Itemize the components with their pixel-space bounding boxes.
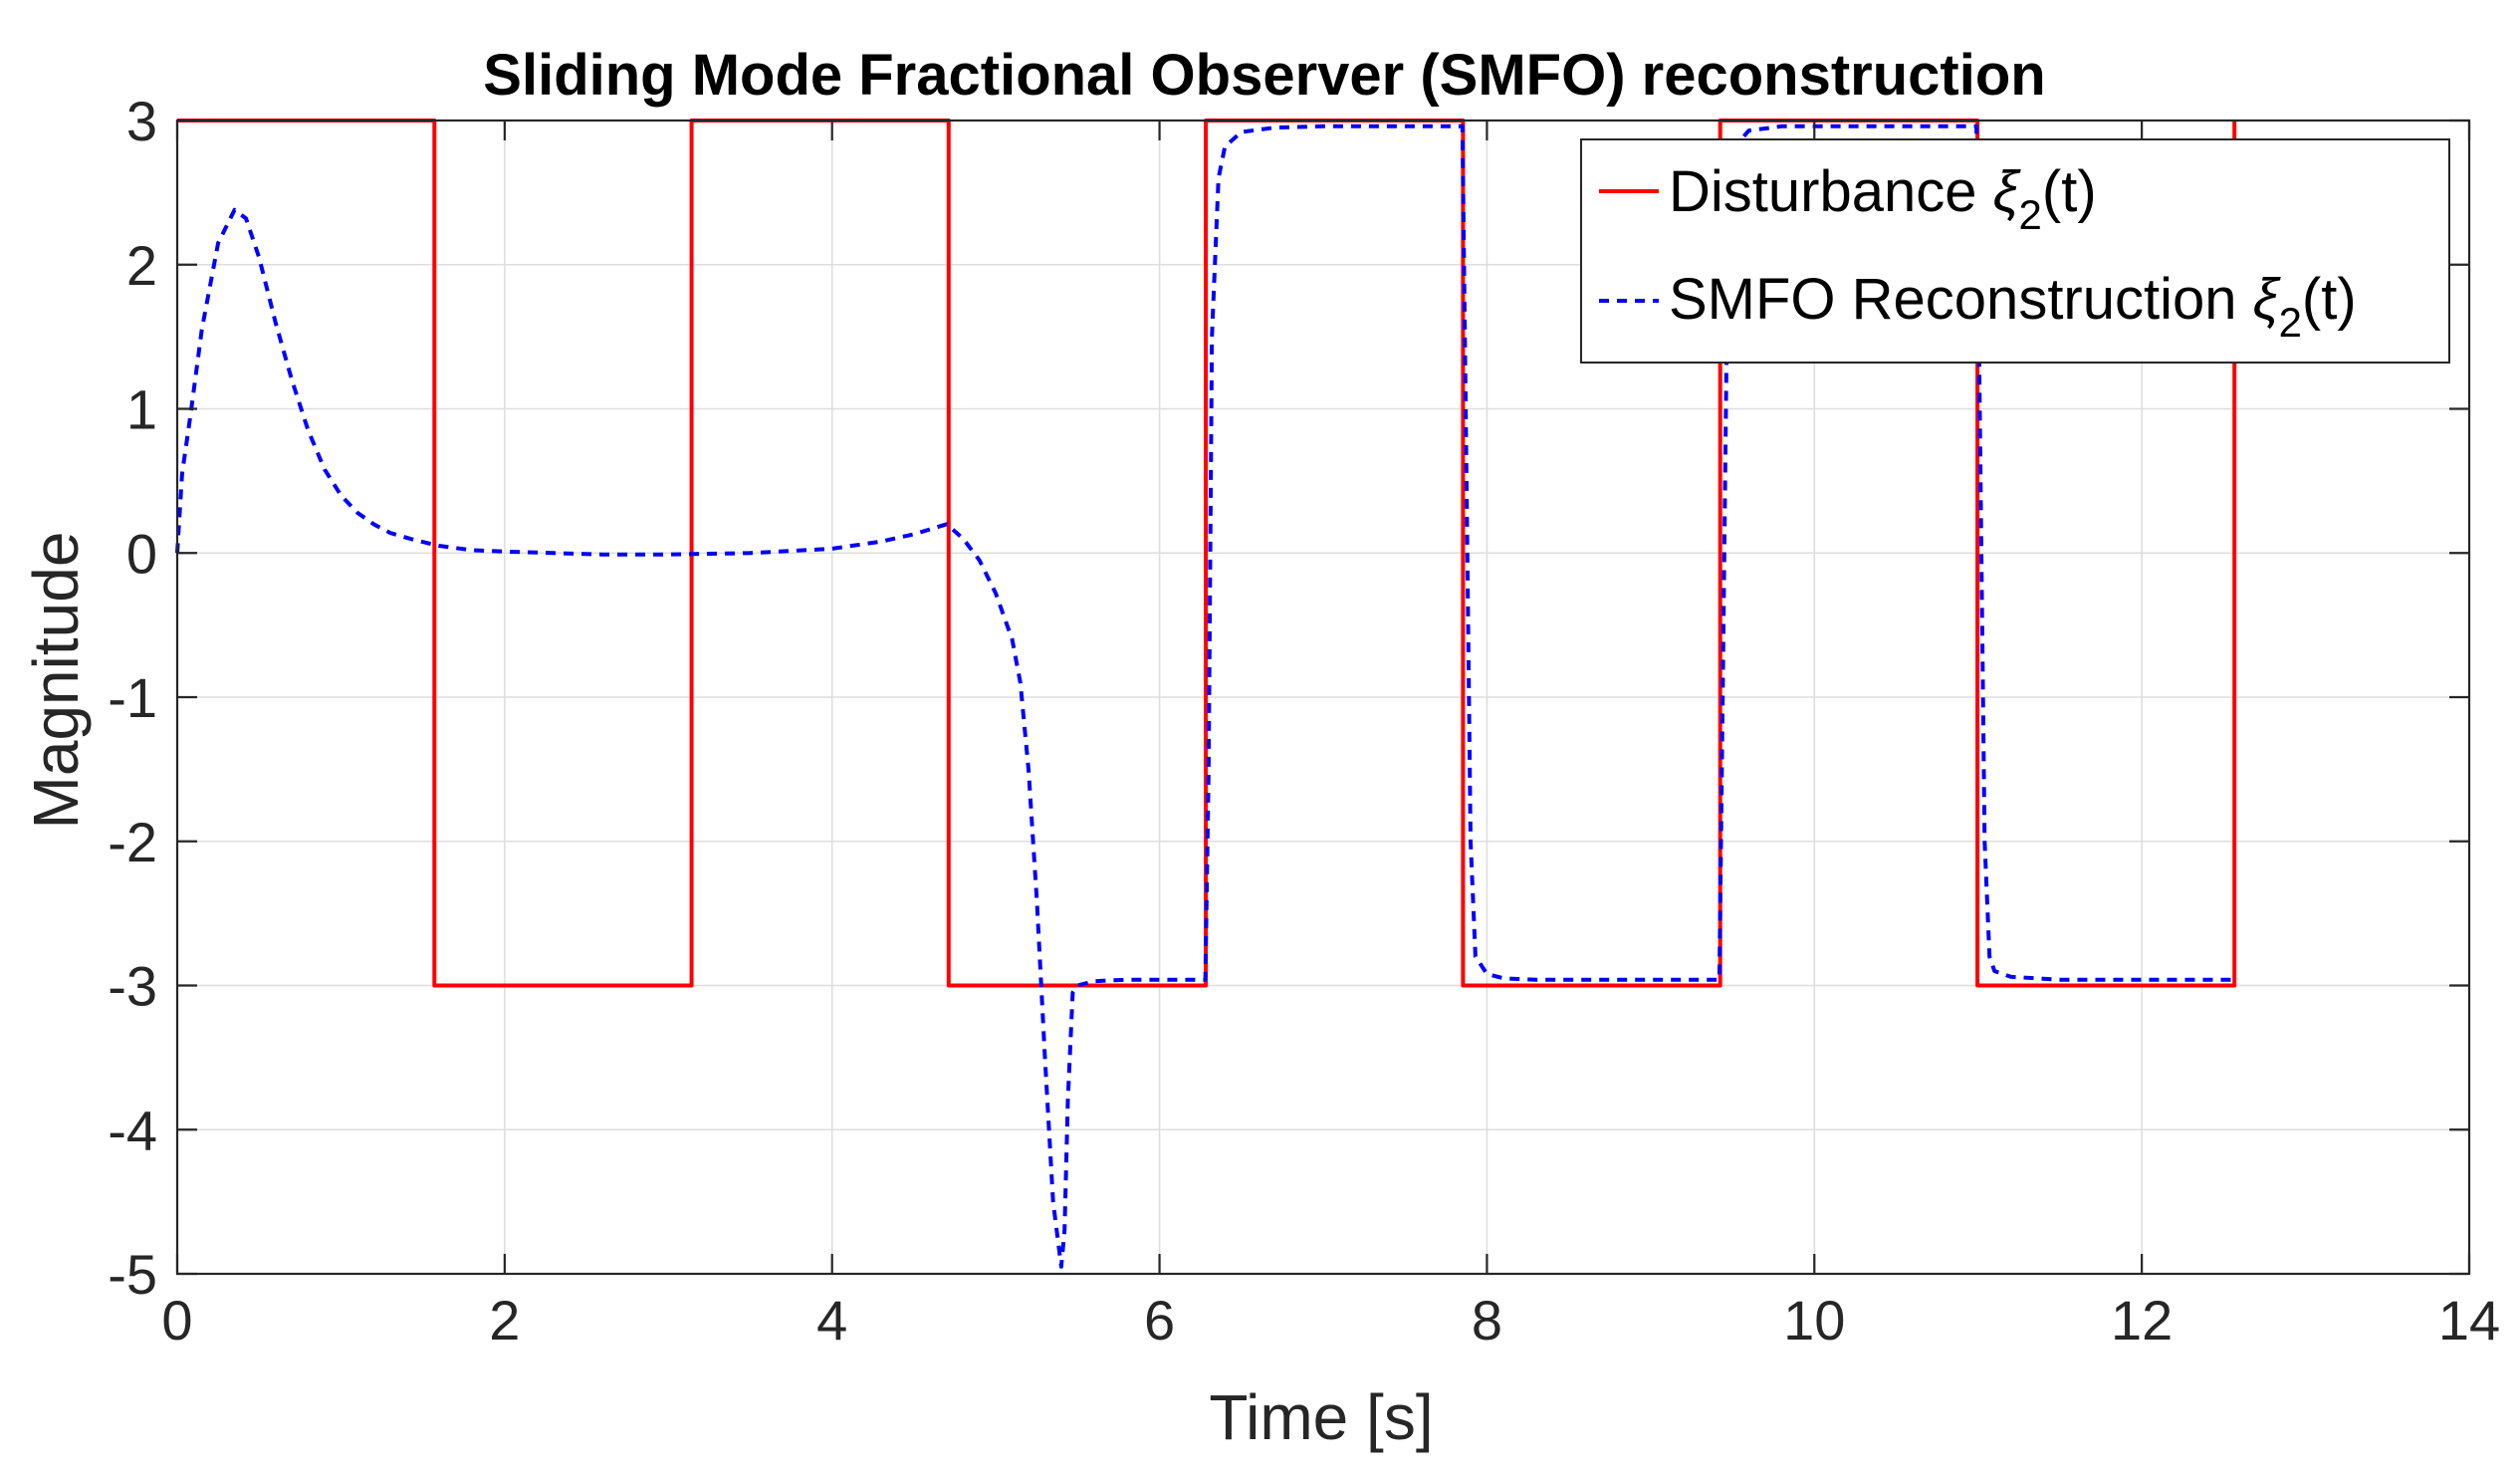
- x-tick-label: 10: [1783, 1289, 1845, 1352]
- x-tick-labels: 0 2 4 6 8 10 12 14: [161, 1289, 2500, 1352]
- y-tick-label: -3: [108, 955, 157, 1018]
- y-tick-labels: -5 -4 -3 -2 -1 0 1 2 3: [108, 90, 157, 1306]
- x-tick-label: 4: [816, 1289, 847, 1352]
- y-tick-label: -2: [108, 811, 157, 873]
- x-tick-label: 6: [1144, 1289, 1175, 1352]
- legend-label-disturbance-main: Disturbance: [1669, 159, 1993, 224]
- axis-ticks: [175, 119, 2471, 1276]
- y-tick-label: 3: [126, 90, 157, 152]
- y-axis-label: Magnitude: [20, 532, 92, 830]
- legend-label-disturbance-symbol: ξ: [1993, 159, 2022, 224]
- legend-label-smfo-subscript: 2: [2279, 299, 2302, 346]
- y-tick-label: 1: [126, 378, 157, 441]
- legend-label-smfo: SMFO Reconstruction ξ2(t): [1669, 267, 2357, 346]
- legend-box: [1580, 138, 2450, 364]
- x-axis-label: Time [s]: [1209, 1381, 1433, 1453]
- y-tick-label: 2: [126, 234, 157, 297]
- legend-label-smfo-tail: (t): [2302, 267, 2357, 332]
- x-tick-label: 2: [489, 1289, 520, 1352]
- legend-label-disturbance-tail: (t): [2042, 159, 2097, 224]
- legend-label-disturbance-subscript: 2: [2019, 191, 2042, 238]
- y-tick-label: -5: [108, 1243, 157, 1306]
- y-tick-label: 0: [126, 522, 157, 585]
- x-tick-label: 12: [2111, 1289, 2173, 1352]
- legend-label-disturbance: Disturbance ξ2(t): [1669, 159, 2097, 238]
- legend-label-smfo-symbol: ξ: [2253, 267, 2282, 332]
- x-tick-label: 0: [161, 1289, 192, 1352]
- x-tick-label: 8: [1472, 1289, 1502, 1352]
- chart-title: Sliding Mode Fractional Observer (SMFO) …: [483, 43, 2045, 108]
- legend-label-smfo-main: SMFO Reconstruction: [1669, 267, 2253, 332]
- series-line-smfo-reconstruction: [175, 123, 2232, 1269]
- y-tick-label: -4: [108, 1099, 157, 1161]
- y-tick-label: -1: [108, 666, 157, 729]
- x-tick-label: 14: [2438, 1289, 2500, 1352]
- legend: Disturbance ξ2(t) SMFO Reconstruction ξ2…: [1580, 138, 2450, 364]
